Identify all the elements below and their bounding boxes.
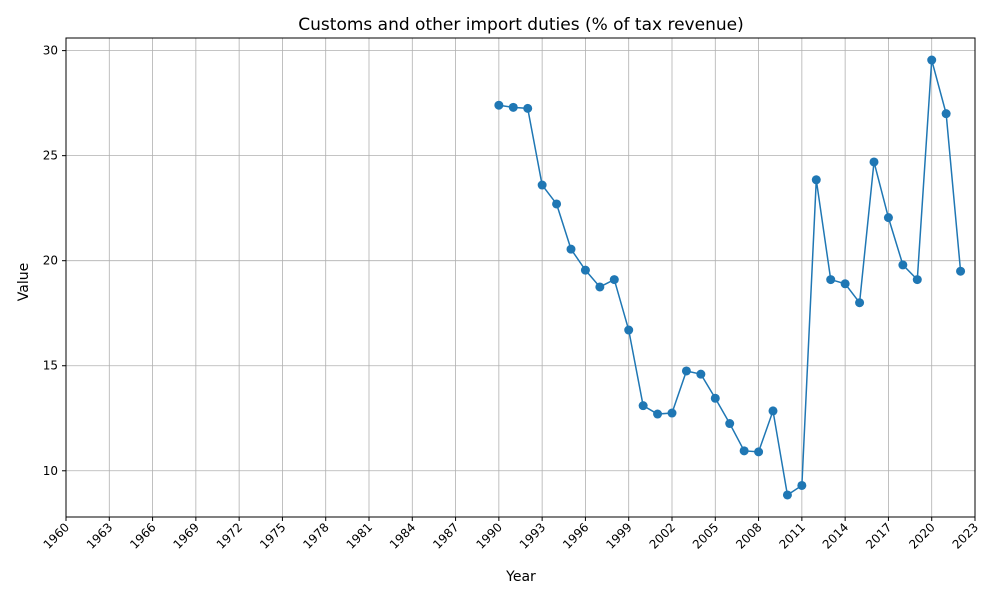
data-point bbox=[580, 265, 590, 275]
data-point bbox=[869, 157, 879, 167]
data-point bbox=[840, 279, 850, 289]
data-point bbox=[566, 244, 576, 254]
data-point bbox=[768, 406, 778, 416]
data-point bbox=[494, 100, 504, 110]
x-axis-label: Year bbox=[505, 569, 536, 585]
y-tick-label: 30 bbox=[43, 44, 58, 58]
data-point bbox=[898, 260, 908, 270]
data-point bbox=[681, 366, 691, 376]
data-point bbox=[739, 446, 749, 456]
data-point bbox=[855, 298, 865, 308]
data-point bbox=[653, 409, 663, 419]
data-point bbox=[754, 447, 764, 457]
data-point bbox=[725, 419, 735, 429]
data-point bbox=[609, 275, 619, 285]
chart-title: Customs and other import duties (% of ta… bbox=[298, 15, 743, 35]
y-tick-label: 15 bbox=[43, 359, 58, 373]
data-point bbox=[883, 213, 893, 223]
data-point bbox=[797, 480, 807, 490]
y-tick-label: 10 bbox=[43, 464, 58, 478]
data-point bbox=[956, 266, 966, 276]
y-tick-label: 20 bbox=[43, 254, 58, 268]
data-point bbox=[782, 490, 792, 500]
data-point bbox=[552, 199, 562, 209]
data-point bbox=[667, 408, 677, 418]
data-point bbox=[927, 55, 937, 65]
y-tick-label: 25 bbox=[43, 149, 58, 163]
data-point bbox=[523, 103, 533, 113]
y-axis-label: Value bbox=[16, 263, 32, 301]
data-point bbox=[638, 401, 648, 411]
data-point bbox=[912, 275, 922, 285]
data-point bbox=[710, 393, 720, 403]
data-point bbox=[826, 275, 836, 285]
data-point bbox=[595, 282, 605, 292]
data-point bbox=[624, 325, 634, 335]
data-point bbox=[941, 109, 951, 119]
data-point bbox=[696, 369, 706, 379]
grid bbox=[65, 38, 976, 517]
data-point bbox=[508, 102, 518, 112]
data-point bbox=[811, 175, 821, 185]
data-points bbox=[494, 55, 966, 500]
y-axis: 10 15 20 25 30 bbox=[43, 44, 66, 478]
plot-frame bbox=[65, 37, 976, 518]
data-point bbox=[537, 180, 547, 190]
